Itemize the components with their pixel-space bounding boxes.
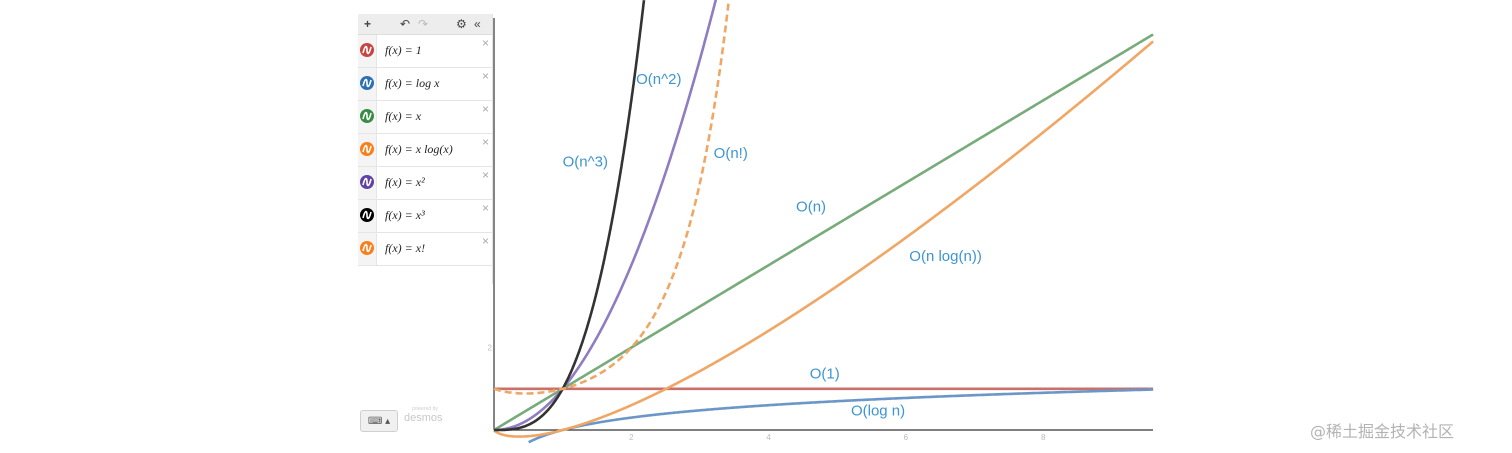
- delete-expression-icon[interactable]: ×: [481, 69, 489, 83]
- series-line: [494, 0, 646, 432]
- watermark: @稀土掘金技术社区: [1310, 422, 1455, 441]
- expression-gutter: [358, 200, 377, 232]
- expression-row[interactable]: f(x) = log x ×: [358, 68, 492, 101]
- expression-toolbar: + ↶ ↷ ⚙ «: [358, 14, 492, 35]
- expression-input[interactable]: f(x) = x³: [385, 208, 425, 222]
- curve-color-icon[interactable]: [360, 109, 374, 123]
- expression-row[interactable]: f(x) = 1 ×: [358, 35, 492, 68]
- delete-expression-icon[interactable]: ×: [481, 201, 489, 215]
- curve-labels: O(n^2) O(n^3) O(n!) O(n) O(n log(n)) O(1) O(lo…: [563, 71, 982, 420]
- expression-gutter: [358, 35, 377, 67]
- x-tick-label: 6: [904, 433, 909, 442]
- expression-list: + ↶ ↷ ⚙ « f(x) = 1 × f(x) = log x × f(x) = x…: [358, 14, 493, 284]
- curve-label: O(n^3): [563, 153, 608, 170]
- collapse-panel-icon[interactable]: «: [474, 17, 481, 31]
- redo-icon[interactable]: ↷: [418, 17, 429, 31]
- curve-color-icon[interactable]: [360, 76, 374, 90]
- curve-color-icon[interactable]: [360, 208, 374, 222]
- expression-gutter: [358, 68, 377, 100]
- curve-label: O(n): [796, 199, 826, 216]
- curve-label: O(n!): [714, 145, 748, 162]
- expression-row[interactable]: f(x) = x ×: [358, 101, 492, 134]
- undo-icon[interactable]: ↶: [400, 17, 411, 31]
- series-line: [494, 0, 718, 432]
- delete-expression-icon[interactable]: ×: [481, 168, 489, 182]
- curve-color-icon[interactable]: [360, 43, 374, 57]
- expression-row[interactable]: f(x) = x log(x) ×: [358, 134, 492, 167]
- series-line: [493, 40, 1154, 438]
- expression-input[interactable]: f(x) = log x: [385, 76, 440, 90]
- expression-gutter: [358, 101, 377, 133]
- curve-color-icon[interactable]: [360, 142, 374, 156]
- add-expression-button[interactable]: +: [364, 17, 372, 31]
- expression-input[interactable]: f(x) = x: [385, 109, 422, 123]
- expression-input[interactable]: f(x) = x!: [385, 241, 426, 255]
- curves: [493, 0, 1154, 444]
- expression-gutter: [358, 233, 377, 265]
- expression-row[interactable]: f(x) = x³ ×: [358, 200, 492, 233]
- series-line: [493, 33, 1154, 432]
- gear-icon[interactable]: ⚙: [456, 17, 467, 31]
- curve-label: O(log n): [851, 403, 905, 420]
- expression-row[interactable]: f(x) = x² ×: [358, 167, 492, 200]
- expression-gutter: [358, 134, 377, 166]
- delete-expression-icon[interactable]: ×: [481, 36, 489, 50]
- desmos-logo: desmos: [404, 412, 443, 424]
- series-line: [528, 388, 1154, 444]
- brand-caption: powered by: [412, 406, 438, 412]
- y-tick-label: 2: [488, 344, 493, 353]
- curve-color-icon[interactable]: [360, 175, 374, 189]
- series-line: [493, 0, 731, 395]
- x-tick-label: 8: [1041, 433, 1046, 442]
- curve-label: O(n^2): [636, 71, 681, 88]
- expression-input[interactable]: f(x) = x²: [385, 175, 425, 189]
- delete-expression-icon[interactable]: ×: [481, 234, 489, 248]
- delete-expression-icon[interactable]: ×: [481, 102, 489, 116]
- expression-input[interactable]: f(x) = x log(x): [385, 142, 453, 156]
- curve-label: O(n log(n)): [909, 248, 982, 265]
- x-tick-label: 2: [629, 433, 634, 442]
- expression-row[interactable]: f(x) = x! ×: [358, 233, 492, 266]
- expression-gutter: [358, 167, 377, 199]
- curve-label: O(1): [810, 366, 840, 383]
- keyboard-toggle-button[interactable]: ⌨ ▴: [360, 410, 398, 432]
- expression-input[interactable]: f(x) = 1: [385, 43, 422, 57]
- delete-expression-icon[interactable]: ×: [481, 135, 489, 149]
- x-tick-label: 4: [766, 433, 771, 442]
- curve-color-icon[interactable]: [360, 241, 374, 255]
